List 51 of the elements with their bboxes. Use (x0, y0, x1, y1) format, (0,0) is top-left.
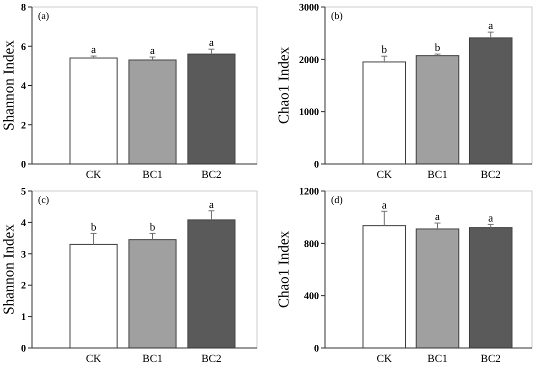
x-tick-label: BC1 (142, 169, 163, 181)
annotation: a (150, 45, 156, 58)
y-tick-label: 0 (314, 160, 319, 170)
annotation: a (488, 20, 494, 32)
y-tick-label: 2000 (299, 54, 319, 66)
y-tick-label: 1 (21, 312, 26, 324)
y-axis-title: Shannon Index (1, 40, 18, 131)
x-tick-label: BC1 (427, 169, 448, 181)
x-tick-label: BC1 (427, 353, 448, 365)
annotation: a (208, 37, 214, 50)
annotation: b (382, 44, 388, 56)
y-tick-label: 2 (21, 120, 26, 132)
annotation: a (208, 198, 214, 211)
y-axis-title: Shannon Index (1, 224, 18, 315)
y-tick-label: 2 (21, 280, 26, 292)
annotation: b (90, 221, 97, 234)
y-tick-label: 0 (21, 160, 26, 170)
y-tick-label: 6 (21, 42, 26, 53)
annotation: b (434, 42, 441, 54)
x-tick-label: BC2 (480, 169, 501, 181)
annotation: a (488, 212, 494, 224)
x-tick-label: CK (376, 353, 392, 365)
x-tick-label: BC2 (480, 353, 501, 365)
x-tick-label: BC2 (201, 353, 222, 365)
y-tick-label: 400 (304, 291, 319, 302)
y-axis-title: Chao1 Index (276, 230, 292, 308)
x-tick-label: CK (86, 169, 102, 181)
x-tick-label: BC2 (201, 169, 222, 181)
y-tick-label: 4 (21, 81, 26, 92)
y-tick-label: 3 (21, 249, 26, 260)
y-tick-label: 3000 (299, 2, 319, 14)
annotation: a (91, 44, 96, 56)
annotation: (a) (38, 11, 50, 22)
y-tick-label: 0 (21, 344, 26, 354)
y-tick-label: 1000 (299, 107, 319, 118)
y-tick-label: 800 (304, 238, 319, 250)
annotation: (b) (331, 11, 343, 22)
y-tick-label: 1200 (299, 186, 319, 198)
x-tick-label: CK (376, 169, 392, 181)
annotation: (c) (38, 195, 50, 206)
x-tick-label: CK (86, 353, 102, 365)
y-axis-title: Chao1 Index (276, 46, 292, 124)
annotation: a (382, 199, 387, 212)
y-tick-label: 8 (21, 2, 26, 14)
annotation: (d) (331, 195, 343, 206)
x-tick-label: BC1 (142, 353, 163, 365)
y-tick-label: 4 (21, 218, 26, 229)
annotation: b (150, 221, 156, 234)
y-tick-label: 0 (314, 344, 319, 354)
annotation: a (435, 211, 440, 224)
y-tick-label: 5 (21, 186, 26, 198)
